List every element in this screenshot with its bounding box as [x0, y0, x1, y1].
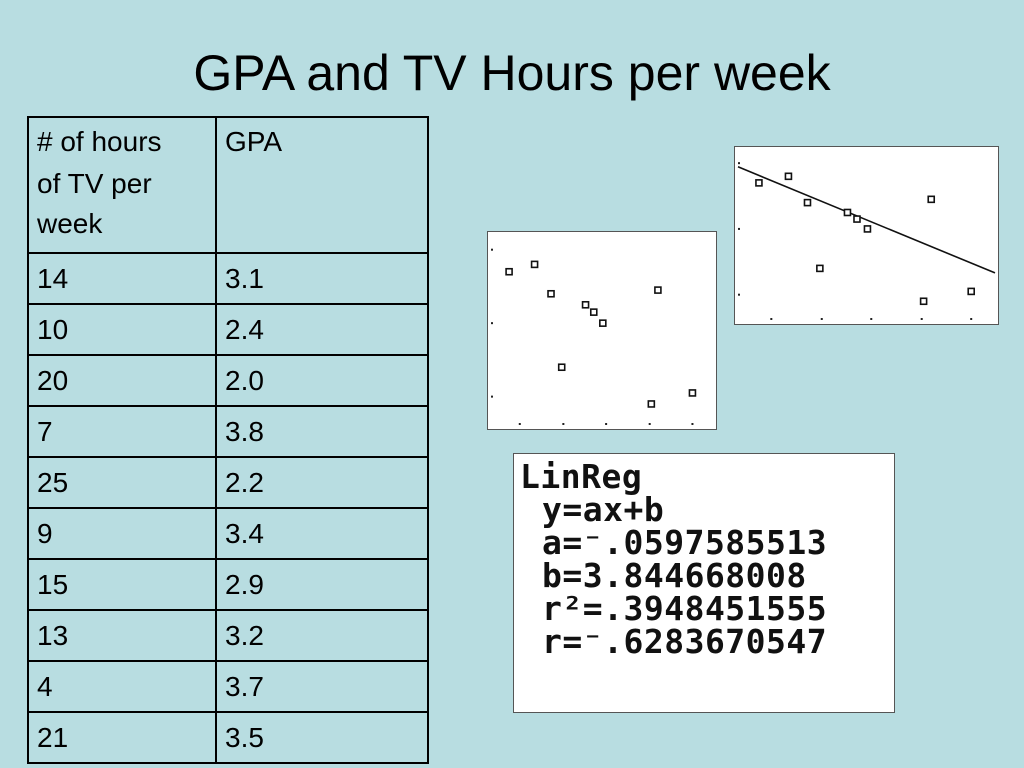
scatter-plot — [491, 248, 697, 425]
cell-hours: 7 — [27, 405, 217, 458]
data-point — [816, 264, 824, 273]
table-row: 25 2.2 — [27, 456, 429, 509]
x-tick-dot — [870, 318, 873, 320]
table-row: 7 3.8 — [27, 405, 429, 458]
cell-hours: 9 — [27, 507, 217, 560]
data-point — [557, 363, 566, 372]
data-point — [919, 297, 928, 306]
header-gpa: GPA — [215, 116, 429, 254]
cell-hours: 21 — [27, 711, 217, 764]
data-point — [863, 225, 872, 233]
data-point — [967, 287, 976, 296]
y-tick-dot — [738, 162, 740, 165]
cell-gpa: 2.0 — [215, 354, 429, 407]
header-hours-line2: of TV per week — [37, 168, 152, 239]
x-tick-dot — [648, 423, 651, 425]
cell-hours: 14 — [27, 252, 217, 305]
table-row: 21 3.5 — [27, 711, 429, 764]
data-point — [688, 389, 697, 397]
linreg-output-screen: LinReg y=ax+b a=⁻.0597585513 b=3.8446680… — [513, 453, 895, 713]
data-point — [853, 215, 861, 223]
y-tick-dot — [738, 227, 740, 230]
y-tick-dot — [738, 293, 740, 296]
cell-gpa: 3.4 — [215, 507, 429, 560]
cell-gpa: 3.5 — [215, 711, 429, 764]
y-tick-dot — [491, 322, 493, 325]
regression-plot-screen — [734, 146, 999, 325]
x-tick-dot — [970, 318, 973, 320]
data-point — [647, 400, 656, 408]
data-point — [530, 260, 539, 269]
linreg-r-squared: r²=.3948451555 — [542, 589, 828, 628]
cell-gpa: 3.7 — [215, 660, 429, 713]
linreg-b: b=3.844668008 — [542, 556, 807, 595]
data-point — [654, 286, 662, 294]
cell-hours: 15 — [27, 558, 217, 611]
y-tick-dot — [491, 248, 493, 251]
scatter-plot-screen — [487, 231, 717, 430]
slide-title: GPA and TV Hours per week — [193, 45, 831, 101]
x-tick-dot — [920, 318, 923, 320]
cell-hours: 13 — [27, 609, 217, 662]
x-tick-dot — [691, 423, 694, 425]
x-tick-dot — [562, 423, 565, 425]
x-tick-dot — [518, 423, 521, 425]
data-point — [505, 267, 513, 276]
cell-gpa: 2.4 — [215, 303, 429, 356]
table-header-row: # of hours of TV per week GPA — [27, 116, 429, 254]
x-tick-dot — [820, 318, 823, 320]
cell-hours: 4 — [27, 660, 217, 713]
data-point — [547, 289, 555, 298]
cell-hours: 20 — [27, 354, 217, 407]
header-hours-line1: # of hours — [37, 126, 162, 157]
cell-hours: 25 — [27, 456, 217, 509]
cell-gpa: 3.2 — [215, 609, 429, 662]
table-row: 14 3.1 — [27, 252, 429, 305]
data-point — [755, 179, 763, 187]
x-tick-dot — [605, 423, 608, 425]
cell-gpa: 3.1 — [215, 252, 429, 305]
cell-gpa: 2.9 — [215, 558, 429, 611]
linreg-r: r=⁻.6283670547 — [542, 622, 828, 661]
data-point — [927, 195, 936, 204]
header-hours: # of hours of TV per week — [27, 116, 217, 254]
table-row: 10 2.4 — [27, 303, 429, 356]
linreg-equation: y=ax+b — [542, 490, 665, 529]
data-point — [784, 172, 793, 181]
table-row: 4 3.7 — [27, 660, 429, 713]
data-point — [599, 319, 607, 327]
linreg-title: LinReg — [520, 457, 643, 496]
x-tick-dot — [770, 318, 773, 320]
table-row: 9 3.4 — [27, 507, 429, 560]
data-point — [843, 208, 852, 217]
cell-gpa: 3.8 — [215, 405, 429, 458]
data-point — [803, 198, 812, 207]
data-point — [589, 308, 598, 316]
cell-hours: 10 — [27, 303, 217, 356]
linreg-a: a=⁻.0597585513 — [542, 523, 828, 562]
table-row: 20 2.0 — [27, 354, 429, 407]
cell-gpa: 2.2 — [215, 456, 429, 509]
table-row: 13 3.2 — [27, 609, 429, 662]
regression-plot — [737, 162, 996, 320]
table-row: 15 2.9 — [27, 558, 429, 611]
data-point — [581, 300, 590, 309]
regression-line — [737, 166, 996, 274]
y-tick-dot — [491, 395, 493, 398]
data-table: # of hours of TV per week GPA 14 3.1 10 2.… — [27, 116, 429, 764]
